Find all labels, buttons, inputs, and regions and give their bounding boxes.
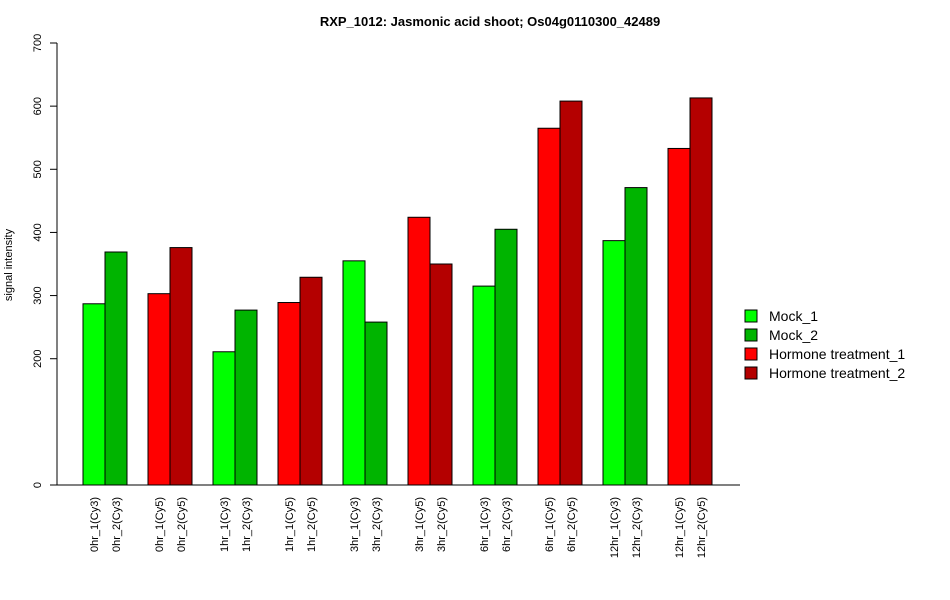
chart-title: RXP_1012: Jasmonic acid shoot; Os04g0110… — [320, 14, 660, 29]
bar-3hr_1(Cy3) — [342, 260, 366, 486]
bar-3hr_2(Cy5) — [429, 263, 453, 486]
y-tick-label: 200 — [32, 350, 44, 368]
y-tick-label: 600 — [32, 97, 44, 115]
bar-1hr_2(Cy3) — [234, 309, 258, 486]
x-tick-label: 6hr_2(Cy5) — [566, 497, 578, 552]
y-tick-label: 300 — [32, 286, 44, 304]
bar-3hr_1(Cy5) — [407, 216, 431, 486]
bar-0hr_2(Cy5) — [169, 247, 193, 486]
legend-swatch — [744, 328, 758, 342]
x-tick-label: 1hr_2(Cy5) — [306, 497, 318, 552]
x-tick-label: 0hr_1(Cy3) — [89, 497, 101, 552]
bars — [82, 97, 713, 486]
bar-12hr_1(Cy5) — [667, 147, 691, 486]
legend-label: Mock_2 — [769, 327, 818, 343]
x-tick-label: 3hr_2(Cy5) — [436, 497, 448, 552]
x-tick-label: 1hr_1(Cy3) — [219, 497, 231, 552]
legend-swatch — [744, 347, 758, 361]
x-tick-label: 3hr_2(Cy3) — [371, 497, 383, 552]
bar-0hr_1(Cy5) — [147, 293, 171, 486]
bar-12hr_1(Cy3) — [602, 240, 626, 486]
bar-3hr_2(Cy3) — [364, 321, 388, 486]
bar-6hr_2(Cy5) — [559, 100, 583, 486]
x-tick-label: 0hr_2(Cy3) — [111, 497, 123, 552]
y-tick-label: 500 — [32, 160, 44, 178]
bar-1hr_1(Cy5) — [277, 302, 301, 486]
legend: Mock_1 Mock_2 Hormone treatment_1 Hormone t… — [744, 308, 905, 381]
x-tick-label: 0hr_2(Cy5) — [176, 497, 188, 552]
legend-label: Mock_1 — [769, 308, 818, 324]
y-tick-label: 700 — [32, 34, 44, 52]
x-tick-label: 12hr_2(Cy5) — [696, 497, 708, 558]
bar-6hr_1(Cy3) — [472, 285, 496, 486]
x-tick-label: 3hr_1(Cy5) — [414, 497, 426, 552]
bar-12hr_2(Cy5) — [689, 97, 713, 486]
y-tick-label: 400 — [32, 223, 44, 241]
y-axis: 0 200 300 400 500 600 700 — [32, 34, 58, 488]
bar-6hr_2(Cy3) — [494, 228, 518, 486]
bar-0hr_1(Cy3) — [82, 303, 106, 486]
legend-swatch — [744, 366, 758, 380]
legend-swatch — [744, 309, 758, 323]
x-tick-label: 1hr_1(Cy5) — [284, 497, 296, 552]
x-tick-label: 6hr_2(Cy3) — [501, 497, 513, 552]
x-tick-label: 12hr_1(Cy5) — [674, 497, 686, 558]
x-tick-label: 3hr_1(Cy3) — [349, 497, 361, 552]
bar-1hr_2(Cy5) — [299, 276, 323, 486]
legend-label: Hormone treatment_2 — [769, 365, 905, 381]
x-tick-label: 6hr_1(Cy5) — [544, 497, 556, 552]
x-tick-label: 6hr_1(Cy3) — [479, 497, 491, 552]
legend-label: Hormone treatment_1 — [769, 346, 905, 362]
y-axis-label: signal intensity — [3, 228, 15, 301]
x-tick-label: 0hr_1(Cy5) — [154, 497, 166, 552]
bar-0hr_2(Cy3) — [104, 251, 128, 486]
x-axis: 0hr_1(Cy3) 0hr_2(Cy3) 0hr_1(Cy5) 0hr_2(Cy5)… — [57, 484, 740, 558]
bar-12hr_2(Cy3) — [624, 187, 648, 486]
x-tick-label: 12hr_2(Cy3) — [631, 497, 643, 558]
bar-6hr_1(Cy5) — [537, 127, 561, 486]
x-tick-label: 12hr_1(Cy3) — [609, 497, 621, 558]
x-tick-label: 1hr_2(Cy3) — [241, 497, 253, 552]
y-tick-label: 0 — [32, 482, 44, 488]
bar-1hr_1(Cy3) — [212, 351, 236, 486]
